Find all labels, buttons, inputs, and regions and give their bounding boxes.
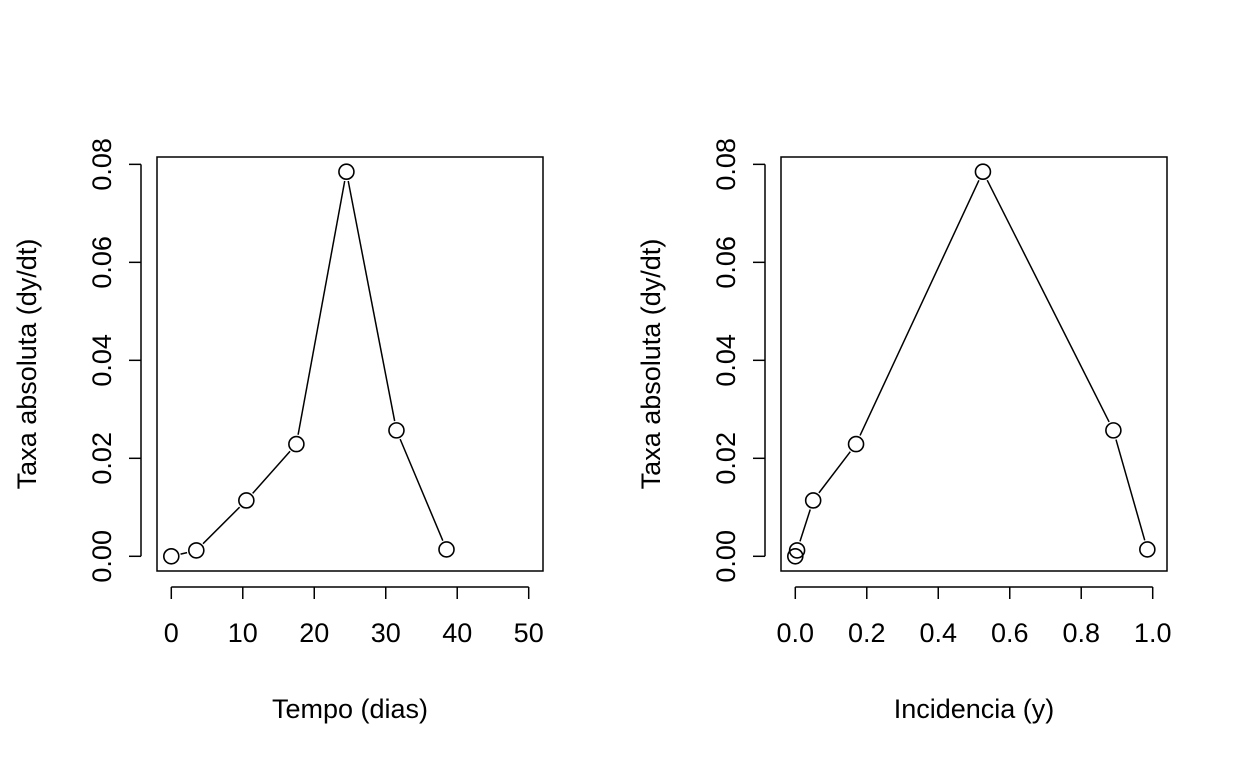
series-segment — [859, 179, 980, 436]
x-tick-label: 0 — [164, 618, 179, 648]
plot-frame — [156, 156, 544, 572]
series-segment — [986, 179, 1110, 423]
data-point — [438, 541, 455, 558]
y-tick-label: 0.02 — [87, 432, 117, 485]
data-point — [974, 163, 992, 180]
series-segment — [818, 451, 851, 494]
x-tick-label: 0.4 — [919, 618, 957, 648]
data-point — [238, 492, 255, 509]
x-tick-label: 0.2 — [848, 618, 886, 648]
series-segment — [180, 551, 188, 555]
data-point — [388, 422, 405, 439]
y-axis-label: Taxa absoluta (dy/dt) — [636, 239, 666, 490]
data-point — [1139, 541, 1156, 558]
y-tick-label: 0.08 — [711, 138, 741, 191]
x-axis-label: Tempo (dias) — [272, 694, 428, 724]
data-point — [804, 492, 822, 509]
data-point — [162, 548, 180, 565]
series-segment — [252, 450, 291, 494]
data-point — [288, 435, 305, 453]
data-point — [847, 435, 865, 453]
y-tick-label: 0.06 — [711, 236, 741, 289]
series-segment — [202, 506, 241, 545]
plot-frame — [780, 156, 1168, 572]
y-tick-label: 0.04 — [87, 334, 117, 387]
y-tick-label: 0.00 — [87, 530, 117, 583]
data-point — [1105, 422, 1122, 439]
data-point — [788, 542, 806, 559]
y-tick-label: 0.06 — [87, 236, 117, 289]
x-tick-label: 50 — [514, 618, 544, 648]
x-tick-label: 0.6 — [991, 618, 1029, 648]
x-tick-label: 30 — [371, 618, 401, 648]
chart-panel-incidencia: 0.0 0.2 0.4 0.6 0.8 1.0 0.00 0.02 0.04 0.06 0.08 In… — [636, 138, 1171, 724]
series-segment — [1115, 439, 1146, 541]
x-tick-label: 20 — [299, 618, 329, 648]
x-tick-label: 10 — [228, 618, 258, 648]
y-axis-label: Taxa absoluta (dy/dt) — [12, 239, 42, 490]
x-tick-label: 0.8 — [1062, 618, 1100, 648]
data-point — [188, 542, 205, 559]
x-tick-label: 0.0 — [777, 618, 815, 648]
x-tick-label: 40 — [442, 618, 472, 648]
data-point — [338, 163, 355, 180]
x-axis-label: Incidencia (y) — [894, 694, 1055, 724]
y-tick-label: 0.02 — [711, 432, 741, 485]
y-tick-label: 0.04 — [711, 334, 741, 387]
series-segment — [297, 180, 346, 435]
x-tick-label: 1.0 — [1134, 618, 1172, 648]
series-segment — [799, 509, 811, 542]
chart-panel-tempo: 0 10 20 30 40 50 0.00 0.02 0.04 0.06 0.08 Tempo (di… — [12, 138, 544, 724]
y-tick-label: 0.00 — [711, 530, 741, 583]
series-segment — [399, 438, 444, 541]
y-tick-label: 0.08 — [87, 138, 117, 191]
series-segment — [347, 180, 396, 422]
